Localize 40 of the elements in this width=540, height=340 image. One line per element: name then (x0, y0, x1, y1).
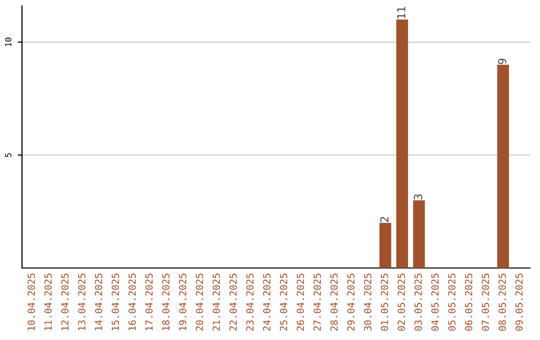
x-tick-label: 21.04.2025 (212, 274, 220, 331)
x-tick-label: 19.04.2025 (178, 274, 186, 330)
data-label: 11 (397, 6, 406, 18)
x-tick-label: 15.04.2025 (112, 274, 120, 330)
data-label: 3 (414, 194, 422, 200)
x-tick-label: 07.05.2025 (482, 274, 490, 331)
x-tick-label: 30.04.2025 (364, 274, 372, 331)
y-tick-label: 10 (5, 38, 12, 46)
x-tick-label: 09.05.2025 (515, 274, 523, 331)
x-tick-label: 24.04.2025 (263, 274, 270, 331)
x-tick-label: 12.04.2025 (61, 274, 69, 330)
x-tick-label: 10.04.2025 (28, 274, 35, 330)
x-tick-label: 03.05.2025 (414, 274, 422, 331)
bar (413, 200, 425, 268)
x-tick-label: 11.04.2025 (44, 274, 52, 330)
data-label: 9 (498, 58, 506, 64)
x-tick-label: 06.05.2025 (464, 274, 472, 331)
bar (379, 222, 392, 268)
x-tick-label: 20.04.2025 (196, 274, 204, 331)
x-tick-label: 27.04.2025 (314, 274, 321, 331)
x-tick-label: 02.05.2025 (398, 274, 406, 331)
x-tick-label: 14.04.2025 (94, 274, 102, 330)
x-tick-label: 22.04.2025 (229, 274, 237, 331)
x-tick-label: 25.04.2025 (280, 274, 288, 331)
data-label: 2 (380, 217, 388, 222)
x-tick-label: 08.05.2025 (498, 274, 506, 331)
x-tick-label: 28.04.2025 (330, 274, 338, 331)
x-tick-label: 18.04.2025 (162, 274, 170, 330)
bar (497, 64, 509, 268)
x-tick-label: 23.04.2025 (246, 274, 254, 331)
x-tick-label: 05.05.2025 (448, 274, 456, 331)
x-tick-label: 04.05.2025 (431, 274, 439, 331)
x-tick-label: 13.04.2025 (78, 274, 86, 330)
x-tick-label: 17.04.2025 (145, 274, 153, 330)
x-tick-label: 29.04.2025 (347, 274, 355, 331)
x-tick-label: 16.04.2025 (128, 274, 136, 330)
bar (396, 20, 408, 268)
x-tick-label: 01.05.2025 (380, 274, 388, 331)
x-tick-label: 26.04.2025 (296, 274, 304, 331)
y-tick-label: 5 (5, 153, 12, 157)
